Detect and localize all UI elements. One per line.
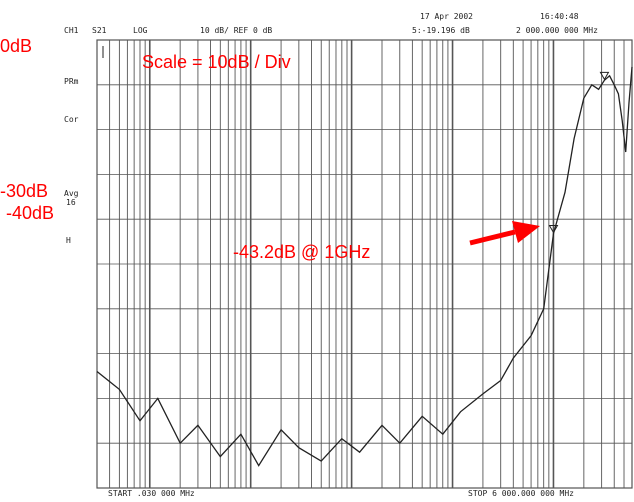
annotation-point: -43.2dB @ 1GHz bbox=[233, 242, 370, 262]
side-label-avg-count: 16 bbox=[66, 198, 76, 207]
side-label-avg: Avg bbox=[64, 189, 79, 198]
header-date: 17 Apr 2002 bbox=[420, 12, 473, 21]
annotation-arrow bbox=[469, 221, 540, 246]
annotation-zero-db: 0dB bbox=[0, 36, 32, 56]
side-label-cor: Cor bbox=[64, 115, 79, 124]
header-format: LOG bbox=[133, 26, 148, 35]
marker-triangle bbox=[548, 225, 559, 234]
header-marker-readout: 5:-19.196 dB bbox=[412, 26, 470, 35]
header-scale-ref: 10 dB/ REF 0 dB bbox=[200, 26, 272, 35]
header-time: 16:40:48 bbox=[540, 12, 579, 21]
grid bbox=[96, 39, 633, 489]
header-param: S21 bbox=[92, 26, 107, 35]
annotation-scale: Scale = 10dB / Div bbox=[142, 52, 291, 72]
side-label-prm: PRm bbox=[64, 77, 79, 86]
header-channel: CH1 bbox=[64, 26, 79, 35]
trace-line bbox=[96, 66, 633, 467]
header-marker-freq: 2 000.000 000 MHz bbox=[516, 26, 598, 35]
marker-triangle bbox=[599, 71, 610, 81]
footer-stop: STOP 6 000.000 000 MHz bbox=[468, 489, 574, 498]
markers bbox=[548, 71, 610, 234]
footer-start: START .030 000 MHz bbox=[108, 489, 195, 498]
annotation-minus40: -40dB bbox=[6, 203, 54, 223]
side-label-hld: H bbox=[66, 236, 71, 245]
annotation-minus30: -30dB bbox=[0, 181, 48, 201]
